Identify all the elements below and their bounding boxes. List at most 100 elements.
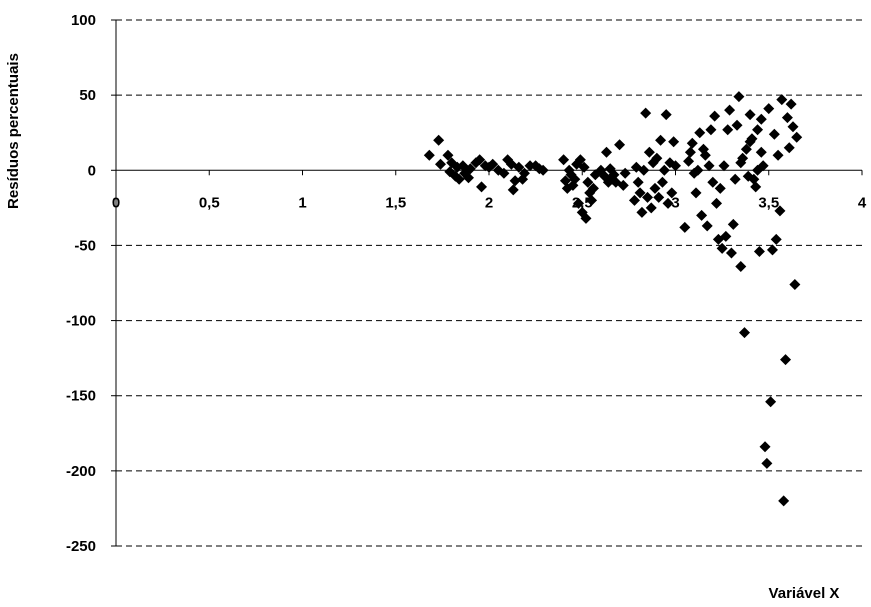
- y-tick-label: 0: [88, 162, 96, 179]
- data-point: [729, 173, 741, 185]
- data-point: [752, 164, 764, 176]
- data-point: [679, 221, 691, 233]
- data-point: [696, 209, 708, 221]
- y-tick-label: -50: [74, 237, 96, 254]
- data-point: [653, 191, 665, 203]
- x-tick-label: 3: [671, 194, 679, 211]
- data-point: [524, 160, 536, 172]
- y-tick-label: 100: [71, 12, 96, 29]
- data-point: [651, 152, 663, 164]
- data-point: [638, 164, 650, 176]
- data-point: [614, 139, 626, 151]
- data-point: [636, 206, 648, 218]
- data-point: [711, 197, 723, 209]
- x-axis-title: Variável X: [769, 585, 840, 602]
- data-point: [770, 233, 782, 245]
- data-point: [780, 354, 792, 366]
- data-point: [776, 94, 788, 106]
- data-point: [574, 154, 586, 166]
- x-tick-label: 0: [112, 194, 120, 211]
- data-point: [716, 242, 728, 254]
- data-point: [735, 157, 747, 169]
- data-point: [714, 182, 726, 194]
- data-point: [699, 149, 711, 161]
- data-point: [684, 146, 696, 158]
- data-point: [670, 160, 681, 172]
- data-point: [763, 103, 775, 115]
- data-point: [731, 119, 743, 131]
- data-point: [569, 173, 581, 185]
- data-point: [783, 142, 795, 154]
- data-point: [724, 104, 736, 116]
- data-point: [733, 91, 745, 103]
- data-point: [658, 164, 670, 176]
- data-point: [668, 136, 680, 148]
- data-point: [789, 279, 801, 291]
- data-point: [740, 143, 752, 155]
- data-point: [643, 146, 655, 158]
- data-point: [442, 149, 454, 161]
- axes: [111, 19, 863, 547]
- data-point: [759, 441, 771, 453]
- data-point: [498, 167, 510, 179]
- data-point: [632, 176, 644, 188]
- data-point: [476, 181, 488, 193]
- data-point: [765, 396, 777, 408]
- data-point: [462, 172, 474, 184]
- data-point: [582, 176, 594, 188]
- data-point: [701, 220, 713, 232]
- y-tick-label: 50: [79, 87, 96, 104]
- data-point: [573, 197, 585, 209]
- data-point: [619, 167, 631, 179]
- data-point: [502, 154, 514, 166]
- data-points: [423, 91, 803, 507]
- data-point: [725, 247, 737, 259]
- x-tick-label: 2: [485, 194, 493, 211]
- y-tick-label: -200: [66, 463, 96, 480]
- data-point: [617, 179, 629, 191]
- data-point: [781, 112, 793, 124]
- x-tick-label: 1,5: [385, 194, 406, 211]
- data-point: [600, 146, 612, 158]
- data-point: [655, 134, 667, 146]
- data-point: [748, 173, 760, 185]
- data-point: [707, 176, 719, 188]
- x-tick-label: 4: [858, 194, 867, 211]
- data-point: [753, 245, 765, 257]
- x-tick-labels: 00,511,522,533,54: [112, 194, 867, 211]
- data-point: [755, 113, 767, 125]
- data-point: [487, 158, 499, 170]
- data-point: [739, 327, 751, 339]
- data-point: [433, 134, 445, 146]
- data-point: [785, 98, 797, 110]
- data-point: [649, 182, 661, 194]
- data-point: [580, 212, 592, 224]
- data-point: [464, 163, 476, 175]
- data-point: [705, 124, 717, 136]
- data-point: [744, 109, 756, 121]
- data-point: [660, 109, 672, 121]
- data-point: [559, 175, 571, 187]
- data-point: [662, 197, 674, 209]
- data-point: [720, 230, 732, 242]
- y-tick-label: -150: [66, 388, 96, 405]
- data-point: [692, 164, 704, 176]
- data-point: [656, 176, 668, 188]
- data-point: [791, 131, 803, 143]
- data-point: [750, 181, 762, 193]
- data-point: [722, 124, 734, 136]
- x-tick-label: 0,5: [199, 194, 220, 211]
- data-point: [774, 205, 786, 217]
- data-point: [634, 187, 646, 199]
- data-point: [645, 202, 657, 214]
- data-point: [735, 260, 747, 272]
- data-point: [507, 184, 519, 196]
- data-point: [683, 155, 695, 167]
- y-tick-label: -250: [66, 538, 96, 555]
- y-tick-label: -100: [66, 313, 96, 330]
- gridlines: [116, 19, 862, 547]
- data-point: [718, 160, 730, 172]
- data-point: [727, 218, 739, 230]
- data-point: [558, 154, 570, 166]
